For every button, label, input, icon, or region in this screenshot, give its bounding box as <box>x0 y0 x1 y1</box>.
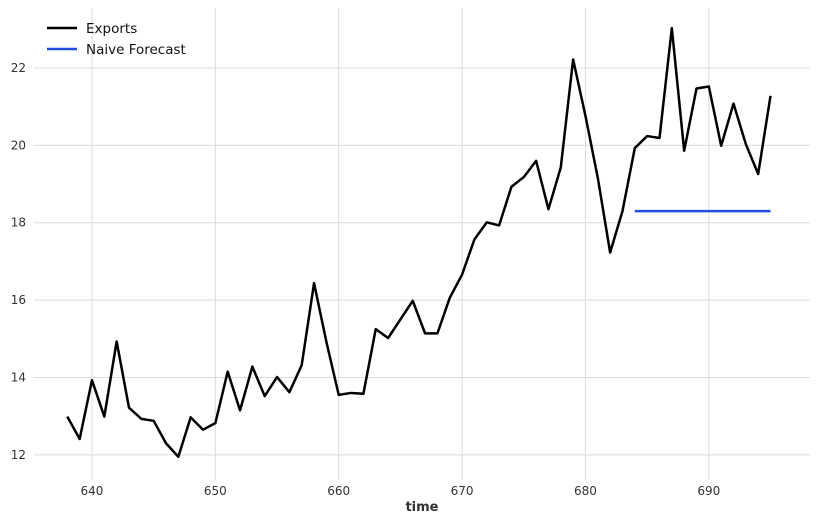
legend-label-exports: Exports <box>86 21 137 37</box>
y-tick-label-14: 14 <box>11 370 26 384</box>
x-tick-label-670: 670 <box>451 484 474 498</box>
x-tick-label-680: 680 <box>574 484 597 498</box>
x-tick-labels: 640 650 660 670 680 690 <box>81 484 721 498</box>
x-tick-label-650: 650 <box>204 484 227 498</box>
legend: Exports Naive Forecast <box>47 21 186 58</box>
y-tick-label-12: 12 <box>11 448 26 462</box>
y-tick-label-16: 16 <box>11 293 26 307</box>
x-tick-label-640: 640 <box>81 484 104 498</box>
x-tick-label-690: 690 <box>697 484 720 498</box>
y-tick-label-18: 18 <box>11 216 26 230</box>
y-tick-label-20: 20 <box>11 138 26 152</box>
series-line-exports <box>66 26 772 459</box>
legend-label-naive-forecast: Naive Forecast <box>86 42 186 58</box>
gridlines <box>34 8 810 480</box>
y-tick-labels: 12 14 16 18 20 22 <box>11 61 26 462</box>
series-lines <box>66 26 772 459</box>
x-tick-label-660: 660 <box>327 484 350 498</box>
x-axis-title: time <box>405 500 438 515</box>
y-tick-label-22: 22 <box>11 61 26 75</box>
